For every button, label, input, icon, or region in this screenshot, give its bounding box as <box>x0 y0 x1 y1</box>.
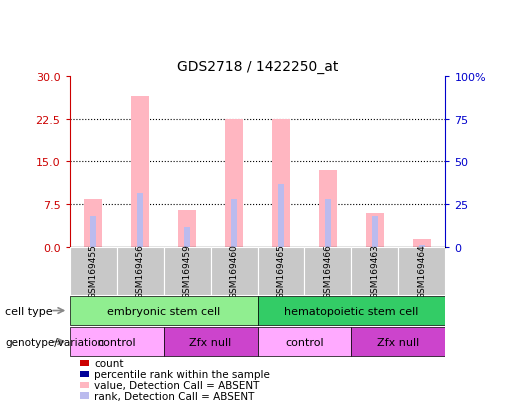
Bar <box>231 199 237 248</box>
Text: GSM169456: GSM169456 <box>135 243 145 298</box>
Text: value, Detection Call = ABSENT: value, Detection Call = ABSENT <box>94 380 260 390</box>
Bar <box>304 248 352 295</box>
Text: Zfx null: Zfx null <box>377 337 420 347</box>
Bar <box>319 171 337 248</box>
Text: GSM169464: GSM169464 <box>418 243 426 298</box>
Bar <box>90 216 96 248</box>
Bar <box>258 327 352 356</box>
Text: embryonic stem cell: embryonic stem cell <box>107 306 220 316</box>
Bar <box>258 296 445 325</box>
Text: GSM169460: GSM169460 <box>230 243 238 298</box>
Bar <box>372 216 378 248</box>
Bar <box>278 185 284 248</box>
Text: rank, Detection Call = ABSENT: rank, Detection Call = ABSENT <box>94 391 254 401</box>
Bar <box>413 239 432 248</box>
Text: genotype/variation: genotype/variation <box>5 337 104 347</box>
Text: hematopoietic stem cell: hematopoietic stem cell <box>284 306 419 316</box>
Text: count: count <box>94 358 124 368</box>
Text: GSM169459: GSM169459 <box>182 243 192 298</box>
Bar <box>164 248 211 295</box>
Title: GDS2718 / 1422250_at: GDS2718 / 1422250_at <box>177 60 338 74</box>
Text: GSM169465: GSM169465 <box>277 243 285 298</box>
Bar <box>70 327 164 356</box>
Bar <box>178 211 196 248</box>
Bar <box>352 327 445 356</box>
Text: control: control <box>97 337 136 347</box>
Text: control: control <box>285 337 324 347</box>
Text: percentile rank within the sample: percentile rank within the sample <box>94 369 270 379</box>
Text: Zfx null: Zfx null <box>190 337 232 347</box>
Bar <box>366 214 384 248</box>
Bar <box>211 248 258 295</box>
Bar <box>325 199 331 248</box>
Bar <box>116 248 164 295</box>
Bar <box>225 119 244 248</box>
Text: cell type: cell type <box>5 306 53 316</box>
Text: GSM169463: GSM169463 <box>370 243 380 298</box>
Bar <box>352 248 399 295</box>
Bar <box>137 194 143 248</box>
Bar <box>164 327 258 356</box>
Bar <box>271 119 290 248</box>
Bar <box>419 245 425 248</box>
Bar <box>184 228 190 248</box>
Bar <box>399 248 445 295</box>
Bar <box>131 96 149 248</box>
Bar <box>70 296 258 325</box>
Bar <box>258 248 304 295</box>
Text: GSM169455: GSM169455 <box>89 243 97 298</box>
Text: GSM169466: GSM169466 <box>323 243 333 298</box>
Bar <box>83 199 102 248</box>
Bar <box>70 248 116 295</box>
